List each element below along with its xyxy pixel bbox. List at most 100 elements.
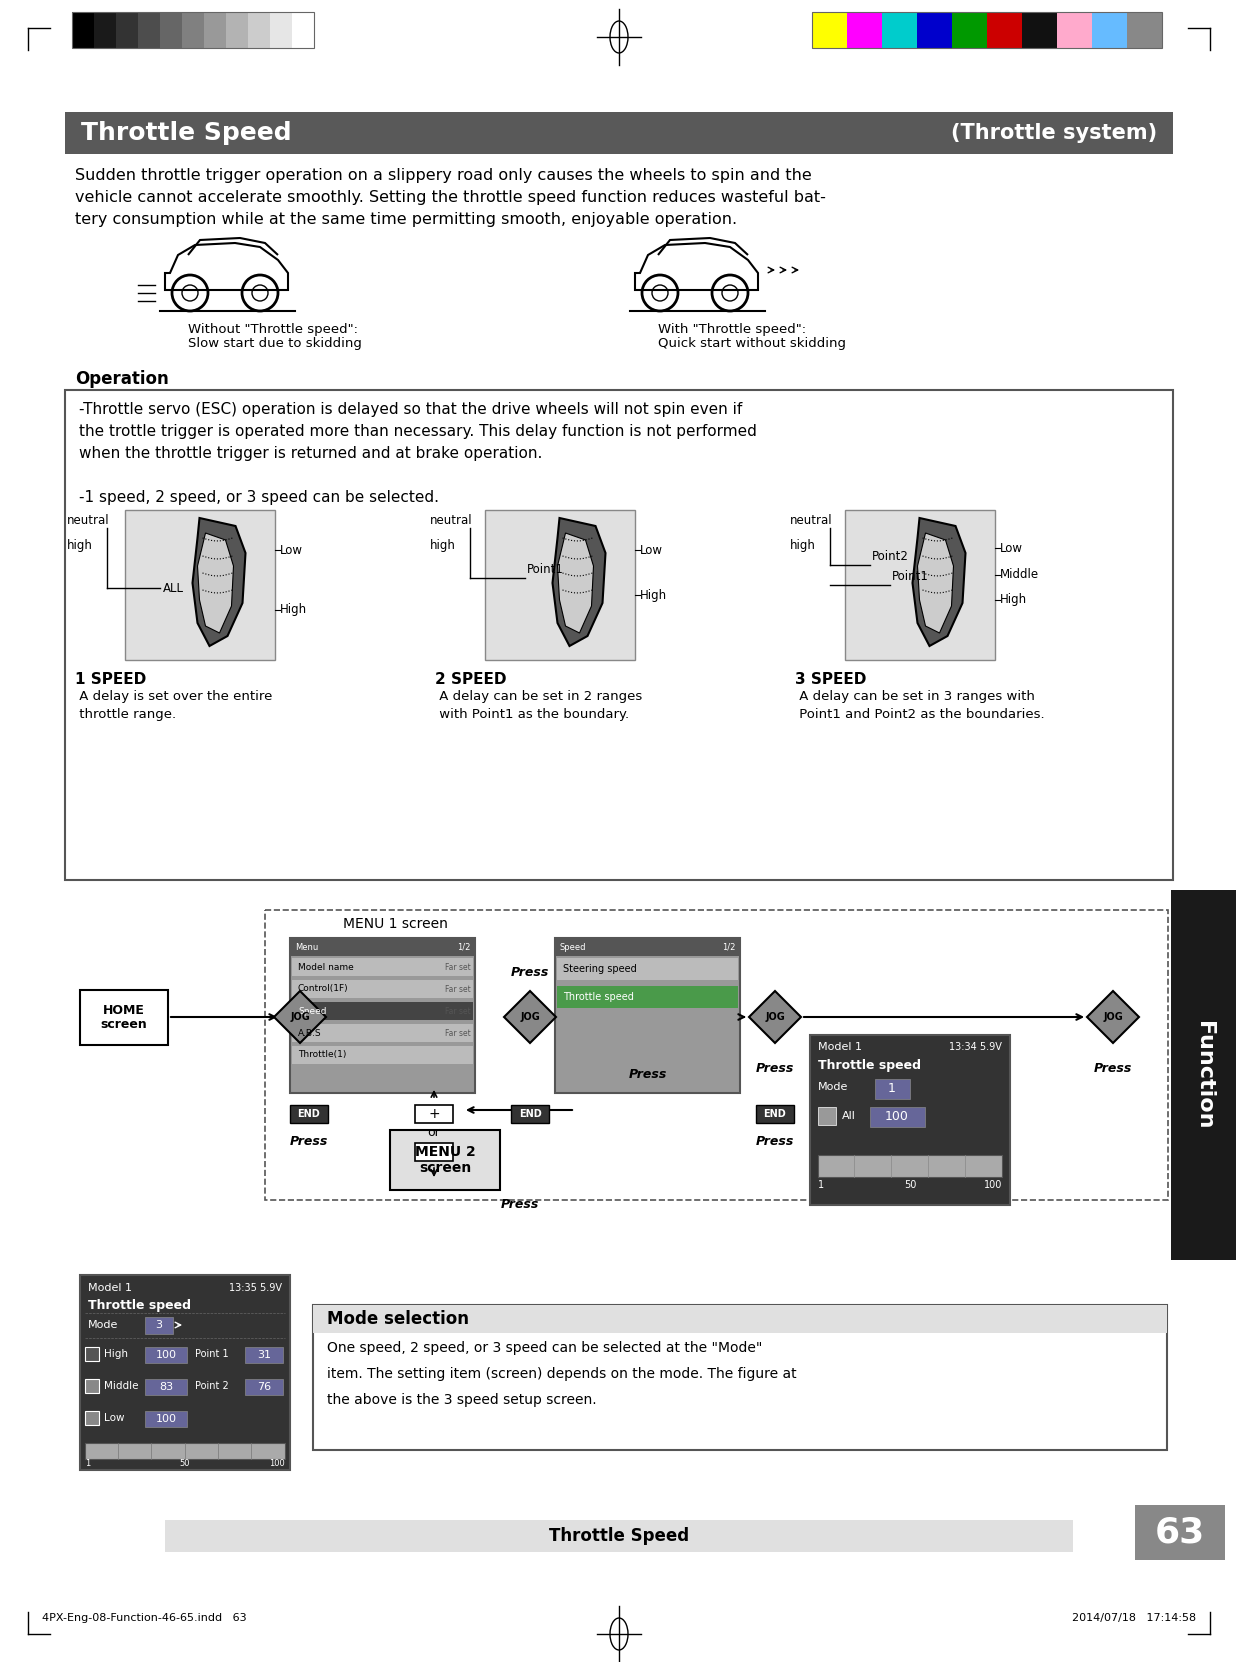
Text: Throttle(1): Throttle(1) (298, 1050, 347, 1059)
Text: -1 speed, 2 speed, or 3 speed can be selected.: -1 speed, 2 speed, or 3 speed can be sel… (79, 490, 439, 505)
Bar (85, 1346, 99, 1361)
Text: the above is the 3 speed setup screen.: the above is the 3 speed setup screen. (327, 1393, 597, 1408)
Text: High: High (104, 1350, 128, 1360)
Text: 100: 100 (885, 1110, 909, 1124)
Bar (415, 1143, 453, 1162)
Text: Slow start due to skidding: Slow start due to skidding (188, 337, 361, 351)
Bar (987, 12, 1023, 48)
Text: 50: 50 (904, 1180, 916, 1190)
Bar (66, 391, 1172, 879)
Text: Press: Press (290, 1135, 328, 1148)
Text: neutral: neutral (67, 514, 110, 527)
Text: neutral: neutral (430, 514, 473, 527)
Text: or: or (427, 1127, 441, 1140)
Text: Mode selection: Mode selection (327, 1310, 469, 1328)
Bar (511, 1105, 548, 1124)
Text: 83: 83 (158, 1383, 173, 1393)
Text: Throttle Speed: Throttle Speed (548, 1527, 690, 1546)
Text: vehicle cannot accelerate smoothly. Setting the throttle speed function reduces : vehicle cannot accelerate smoothly. Sett… (76, 189, 826, 204)
Text: JOG: JOG (290, 1012, 310, 1022)
Text: 31: 31 (258, 1350, 271, 1360)
Text: Model name: Model name (298, 962, 354, 972)
Text: neutral: neutral (790, 514, 833, 527)
Polygon shape (192, 519, 245, 647)
Text: Sudden throttle trigger operation on a slippery road only causes the wheels to s: Sudden throttle trigger operation on a s… (76, 168, 812, 183)
Bar (313, 1305, 1167, 1333)
Text: Menu: Menu (295, 942, 318, 952)
Text: 100: 100 (269, 1459, 285, 1468)
Bar (80, 1275, 290, 1469)
Bar (555, 937, 740, 956)
Text: Point1 and Point2 as the boundaries.: Point1 and Point2 as the boundaries. (795, 708, 1045, 721)
Text: 1/2: 1/2 (722, 942, 735, 952)
Text: Throttle speed: Throttle speed (88, 1298, 191, 1311)
Text: 3: 3 (156, 1320, 162, 1330)
Bar (72, 12, 314, 48)
Text: Model 1: Model 1 (818, 1042, 862, 1052)
Bar (292, 1045, 473, 1064)
Text: A delay can be set in 2 ranges: A delay can be set in 2 ranges (435, 690, 643, 703)
Bar (555, 937, 740, 1094)
Text: with Point1 as the boundary.: with Point1 as the boundary. (435, 708, 629, 721)
Text: -Throttle servo (ESC) operation is delayed so that the drive wheels will not spi: -Throttle servo (ESC) operation is delay… (79, 402, 743, 417)
Text: With "Throttle speed":: With "Throttle speed": (659, 322, 806, 336)
Bar (290, 937, 475, 1094)
Text: 13:35 5.9V: 13:35 5.9V (229, 1283, 282, 1293)
Text: Throttle Speed: Throttle Speed (80, 121, 292, 145)
Text: Low: Low (104, 1413, 125, 1423)
Text: Middle: Middle (104, 1381, 139, 1391)
Bar (917, 12, 952, 48)
Text: Press: Press (511, 966, 550, 979)
Bar (1057, 12, 1092, 48)
Text: 13:34 5.9V: 13:34 5.9V (950, 1042, 1002, 1052)
Text: All: All (842, 1110, 855, 1120)
Text: Steering speed: Steering speed (563, 964, 636, 974)
Polygon shape (198, 534, 234, 633)
Polygon shape (552, 519, 605, 647)
Text: +: + (428, 1107, 439, 1120)
Text: Press: Press (629, 1069, 667, 1082)
Bar (145, 1316, 173, 1335)
Text: END: END (297, 1109, 321, 1119)
Bar (66, 111, 1172, 155)
Text: high: high (790, 538, 816, 552)
Text: 1: 1 (888, 1082, 896, 1095)
Text: Point2: Point2 (872, 550, 909, 563)
Bar (85, 1411, 99, 1424)
Text: Mode: Mode (818, 1082, 848, 1092)
Text: Press: Press (756, 1135, 795, 1148)
Bar (1135, 1506, 1224, 1561)
Text: tery consumption while at the same time permitting smooth, enjoyable operation.: tery consumption while at the same time … (76, 213, 737, 228)
Polygon shape (274, 991, 326, 1044)
Text: Point 1: Point 1 (196, 1350, 229, 1360)
Text: Press: Press (1094, 1062, 1133, 1075)
Bar (245, 1379, 284, 1394)
Bar (812, 12, 847, 48)
Text: item. The setting item (screen) depends on the mode. The figure at: item. The setting item (screen) depends … (327, 1368, 796, 1381)
Text: Far set: Far set (444, 984, 470, 994)
Polygon shape (912, 519, 966, 647)
Text: 2 SPEED: 2 SPEED (435, 671, 506, 686)
Text: Low: Low (640, 543, 664, 557)
Text: 50: 50 (180, 1459, 191, 1468)
Bar (137, 12, 160, 48)
Bar (390, 1130, 500, 1190)
Text: 1 SPEED: 1 SPEED (76, 671, 146, 686)
Bar (116, 12, 137, 48)
Text: Far set: Far set (444, 962, 470, 972)
Text: 1: 1 (85, 1459, 90, 1468)
Text: 100: 100 (984, 1180, 1002, 1190)
Bar (145, 1346, 187, 1363)
Text: throttle range.: throttle range. (76, 708, 176, 721)
Bar (80, 991, 168, 1045)
Text: Point1: Point1 (527, 563, 563, 577)
Text: 100: 100 (156, 1350, 177, 1360)
Text: Low: Low (1000, 542, 1023, 555)
Text: Throttle speed: Throttle speed (563, 992, 634, 1002)
Text: High: High (1000, 593, 1028, 607)
Bar (313, 1305, 1167, 1449)
Bar (810, 1035, 1010, 1205)
Text: JOG: JOG (765, 1012, 785, 1022)
Text: (Throttle system): (Throttle system) (951, 123, 1158, 143)
Polygon shape (635, 243, 758, 289)
